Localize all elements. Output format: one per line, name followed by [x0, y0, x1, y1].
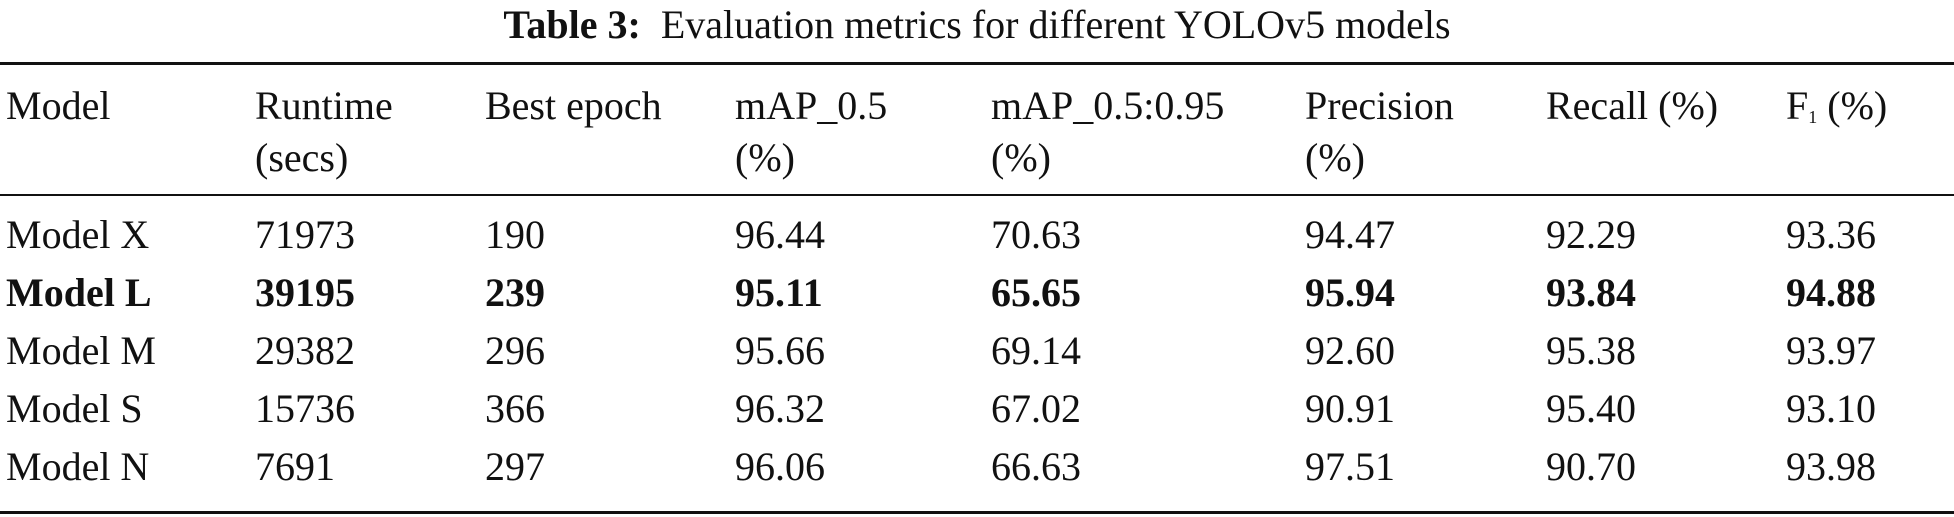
cell-map50: 96.06 — [735, 444, 825, 489]
cell-f1: 93.36 — [1786, 212, 1876, 257]
cell-map50-95: 66.63 — [991, 444, 1081, 489]
cell-map50: 96.44 — [735, 212, 825, 257]
bottom-rule — [0, 511, 1954, 514]
cell-map50: 96.32 — [735, 386, 825, 431]
header-map50-95: mAP_0.5:0.95 (%) — [991, 83, 1225, 180]
header-runtime: Runtime (secs) — [255, 83, 393, 180]
cell-runtime: 71973 — [255, 212, 355, 257]
cell-best-epoch: 366 — [485, 386, 545, 431]
cell-map50-95: 69.14 — [991, 328, 1081, 373]
cell-model: Model S — [6, 386, 143, 431]
header-f1-tail: (%) — [1817, 83, 1888, 128]
cell-recall: 95.38 — [1546, 328, 1636, 373]
table-row: Model N 7691 297 96.06 66.63 97.51 90.70… — [0, 438, 1954, 496]
cell-runtime: 15736 — [255, 386, 355, 431]
cell-model: Model N — [6, 444, 150, 489]
header-f1-subscript: 1 — [1808, 107, 1818, 127]
cell-recall: 90.70 — [1546, 444, 1636, 489]
header-model: Model — [6, 83, 111, 128]
cell-precision: 97.51 — [1305, 444, 1395, 489]
header-f1-main: F — [1786, 83, 1809, 128]
cell-precision: 90.91 — [1305, 386, 1395, 431]
cell-best-epoch: 296 — [485, 328, 545, 373]
cell-recall: 92.29 — [1546, 212, 1636, 257]
cell-map50-95: 65.65 — [991, 270, 1081, 315]
cell-precision: 95.94 — [1305, 270, 1395, 315]
cell-runtime: 29382 — [255, 328, 355, 373]
cell-map50-95: 67.02 — [991, 386, 1081, 431]
caption-text: Evaluation metrics for different YOLOv5 … — [660, 2, 1451, 47]
table-row: Model S 15736 366 96.32 67.02 90.91 95.4… — [0, 380, 1954, 438]
header-precision: Precision (%) — [1305, 83, 1454, 180]
cell-map50-95: 70.63 — [991, 212, 1081, 257]
header-map50: mAP_0.5 (%) — [735, 83, 888, 180]
table-row: Model M 29382 296 95.66 69.14 92.60 95.3… — [0, 322, 1954, 380]
cell-recall: 93.84 — [1546, 270, 1636, 315]
cell-f1: 93.98 — [1786, 444, 1876, 489]
cell-f1: 93.97 — [1786, 328, 1876, 373]
header-f1: F1 (%) — [1786, 80, 1887, 143]
cell-f1: 94.88 — [1786, 270, 1876, 315]
header-rule — [0, 194, 1954, 196]
cell-precision: 92.60 — [1305, 328, 1395, 373]
table-row-highlighted: Model L 39195 239 95.11 65.65 95.94 93.8… — [0, 264, 1954, 322]
table-row: Model X 71973 190 96.44 70.63 94.47 92.2… — [0, 206, 1954, 264]
cell-model: Model L — [6, 270, 152, 315]
cell-runtime: 7691 — [255, 444, 335, 489]
cell-model: Model M — [6, 328, 156, 373]
cell-runtime: 39195 — [255, 270, 355, 315]
cell-best-epoch: 297 — [485, 444, 545, 489]
top-rule — [0, 62, 1954, 65]
cell-f1: 93.10 — [1786, 386, 1876, 431]
cell-precision: 94.47 — [1305, 212, 1395, 257]
header-recall: Recall (%) — [1546, 83, 1719, 128]
cell-map50: 95.66 — [735, 328, 825, 373]
cell-best-epoch: 190 — [485, 212, 545, 257]
table-caption: Table 3: Evaluation metrics for differen… — [0, 0, 1954, 58]
header-best-epoch: Best epoch — [485, 83, 662, 128]
cell-best-epoch: 239 — [485, 270, 545, 315]
table-header: Model Runtime (secs) Best epoch mAP_0.5 … — [0, 80, 1954, 190]
caption-label: Table 3: — [503, 2, 641, 47]
cell-model: Model X — [6, 212, 150, 257]
cell-map50: 95.11 — [735, 270, 823, 315]
cell-recall: 95.40 — [1546, 386, 1636, 431]
